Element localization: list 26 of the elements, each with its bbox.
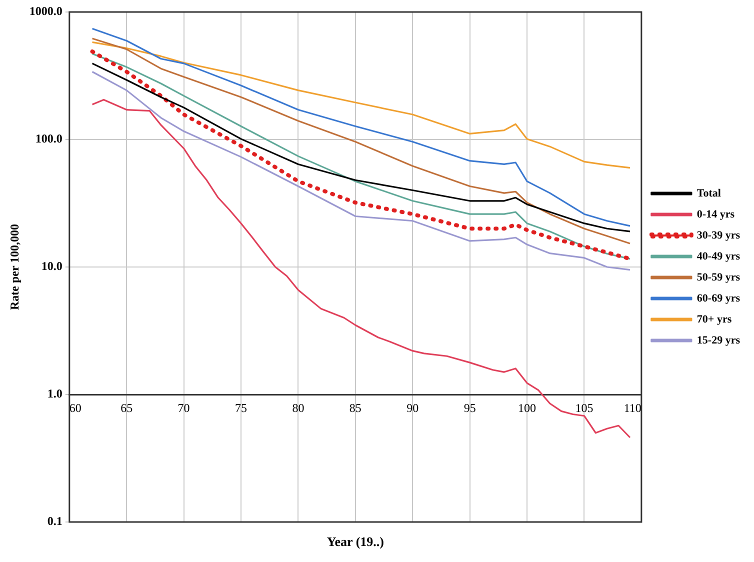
y-tick-label: 100.0 xyxy=(35,132,62,146)
x-tick-label: 105 xyxy=(575,400,594,415)
y-tick-label: 1.0 xyxy=(47,386,62,401)
legend-label: 60-69 yrs xyxy=(696,292,741,304)
legend-label: 0-14 yrs xyxy=(696,208,736,220)
y-tick-label: 10.0 xyxy=(41,259,62,274)
x-tick-label: 110 xyxy=(624,400,642,415)
y-tick-label: 1000.0 xyxy=(29,4,62,18)
x-tick-label: 80 xyxy=(292,400,304,415)
x-tick-label: 75 xyxy=(235,400,248,415)
legend-label: 30-39 yrs xyxy=(696,229,741,242)
x-axis-title: Year (19..) xyxy=(326,534,384,549)
legend-label: 15-29 yrs xyxy=(696,334,741,346)
x-tick-label: 95 xyxy=(464,400,476,415)
legend-label: 50-59 yrs xyxy=(696,271,741,284)
x-tick-label: 70 xyxy=(178,400,190,415)
x-tick-label: 60 xyxy=(69,400,82,415)
legend-label: Total xyxy=(696,187,721,200)
legend-label: 40-49 yrs xyxy=(696,250,741,262)
y-tick-label: 0.1 xyxy=(47,514,62,528)
y-axis-title: Rate per 100,000 xyxy=(7,224,22,310)
x-tick-label: 100 xyxy=(518,400,536,415)
x-tick-label: 90 xyxy=(406,400,419,415)
x-tick-label: 65 xyxy=(120,400,133,415)
x-tick-label: 85 xyxy=(349,400,362,415)
legend-label: 70+ yrs xyxy=(696,313,732,326)
